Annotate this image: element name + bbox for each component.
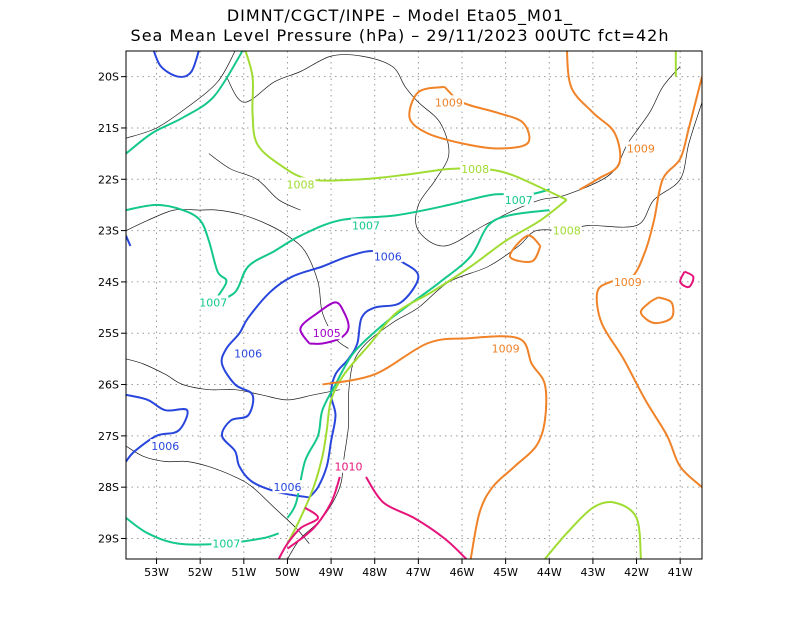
contour-label-bg <box>333 459 364 473</box>
isobar-1009 <box>322 335 548 559</box>
x-tick-label: 51W <box>231 566 256 579</box>
chart-title-line2: Sea Mean Level Pressure (hPa) – 29/11/20… <box>130 26 670 45</box>
contour-labels: 1009 1009 1009 1009 1008 1008 1008 1007 1007 1007… <box>150 95 656 551</box>
x-tick-label: 48W <box>362 566 387 579</box>
contour-label-bg <box>211 536 242 550</box>
isobar-1010 <box>365 476 468 559</box>
plot-frame <box>125 50 703 560</box>
boundary-line <box>226 54 681 247</box>
x-tick-label: 47W <box>406 566 431 579</box>
y-tick-label: 20S <box>98 71 119 84</box>
contour-label-bg <box>285 177 316 191</box>
contour-label-bg <box>625 141 656 155</box>
contour-label: 1007 <box>199 296 227 309</box>
isobar-1007 <box>126 203 228 303</box>
y-tick-label: 23S <box>98 225 119 238</box>
isobar-1008 <box>286 199 568 545</box>
contour-label-bg <box>433 95 464 109</box>
x-tick-label: 43W <box>580 566 605 579</box>
contour-label-bg <box>612 274 643 288</box>
y-tick-label: 24S <box>98 276 119 289</box>
x-tick-label: 45W <box>493 566 518 579</box>
contour-label: 1005 <box>313 327 341 340</box>
y-tick-label: 29S <box>98 532 119 545</box>
contour-label: 1009 <box>492 343 520 356</box>
y-tick-label: 25S <box>98 327 119 340</box>
boundary-line <box>208 153 301 211</box>
y-tick-label: 28S <box>98 481 119 494</box>
isobar-1009 <box>595 76 702 488</box>
contour-label-bg <box>198 295 229 309</box>
contour-label: 1007 <box>352 219 380 232</box>
isobar-1008 <box>544 500 642 559</box>
boundary-line <box>126 209 349 349</box>
isobar-1007 <box>126 517 280 546</box>
x-axis-ticks: 53W 52W 51W 50W 49W 48W 47W 46W 45W 44W 43W 42W 41W <box>144 559 693 579</box>
contour-label-bg <box>272 480 303 494</box>
x-tick-label: 41W <box>668 566 693 579</box>
contour-label: 1006 <box>234 348 262 361</box>
contour-label-bg <box>460 162 491 176</box>
contour-label-bg <box>551 223 582 237</box>
contour-label: 1006 <box>374 250 402 263</box>
isobar-1008 <box>244 51 568 201</box>
boundary-line <box>126 51 236 139</box>
contour-label: 1009 <box>627 142 655 155</box>
contour-label-bg <box>150 439 181 453</box>
chart-title-line1: DIMNT/CGCT/INPE – Model Eta05_M01_ <box>226 6 574 25</box>
x-tick-label: 52W <box>188 566 213 579</box>
x-tick-label: 44W <box>537 566 562 579</box>
contour-label-bg <box>311 326 342 340</box>
contour-label: 1007 <box>505 194 533 207</box>
x-tick-label: 46W <box>450 566 475 579</box>
isobar-1006 <box>152 51 200 78</box>
contour-label: 1008 <box>287 178 315 191</box>
contour-label-bg <box>372 249 403 263</box>
contour-label: 1008 <box>553 225 581 238</box>
contour-label-bg <box>503 192 534 206</box>
contour-label: 1006 <box>151 440 179 453</box>
isobar-1007 <box>126 51 244 155</box>
boundary-line <box>126 358 340 401</box>
contour-label-bg <box>351 218 381 232</box>
isobar-1007 <box>212 188 550 304</box>
x-tick-label: 50W <box>275 566 300 579</box>
isobar-1009 <box>509 234 542 263</box>
isobar-1010 <box>679 270 695 289</box>
y-tick-label: 21S <box>98 122 119 135</box>
x-tick-label: 42W <box>624 566 649 579</box>
isobar-1006 <box>220 249 420 499</box>
isobar-1009 <box>566 51 622 191</box>
isobar-1010 <box>286 476 341 550</box>
contour-label: 1009 <box>435 96 463 109</box>
contour-label: 1009 <box>614 276 642 289</box>
isobar-1009 <box>408 85 531 150</box>
isobar-1005 <box>299 301 350 345</box>
isobar-1010 <box>277 506 319 559</box>
isobar-1009 <box>639 296 675 325</box>
contour-lines <box>126 51 702 559</box>
contour-label: 1008 <box>461 163 489 176</box>
contour-label-bg <box>490 341 521 355</box>
y-tick-label: 22S <box>98 173 119 186</box>
isobar-1006 <box>126 393 189 463</box>
x-tick-label: 53W <box>144 566 169 579</box>
contour-label: 1007 <box>212 538 240 551</box>
grid-lines <box>126 51 702 559</box>
y-tick-label: 26S <box>98 379 119 392</box>
boundary-line <box>126 445 310 544</box>
x-tick-label: 49W <box>319 566 344 579</box>
y-axis-ticks: 20S 21S 22S 23S 24S 25S 26S 27S 28S 29S <box>98 71 126 545</box>
contour-label: 1010 <box>335 461 363 474</box>
isobar-1007 <box>286 209 550 519</box>
contour-label: 1006 <box>273 481 301 494</box>
isobar-1006 <box>126 235 132 247</box>
contour-label-bg <box>233 346 264 360</box>
y-tick-label: 27S <box>98 430 119 443</box>
